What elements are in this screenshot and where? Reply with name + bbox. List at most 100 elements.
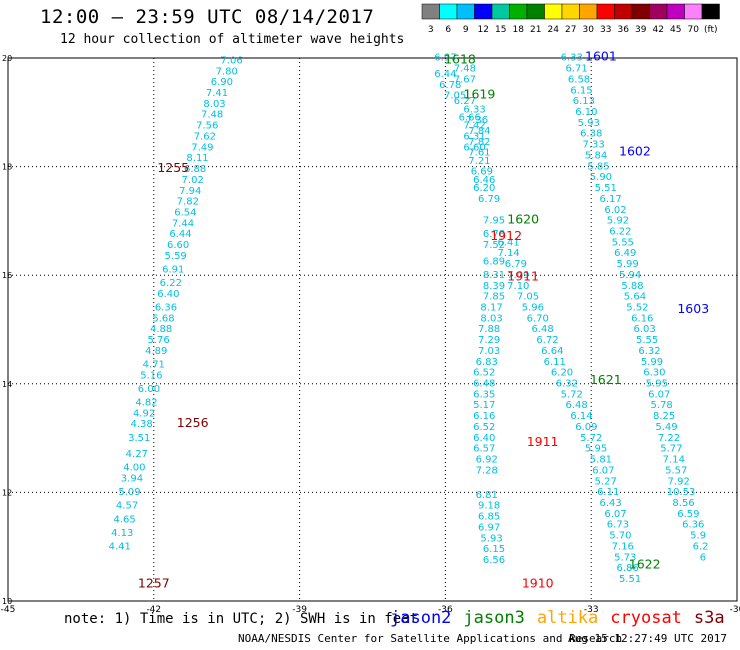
track-label: 1602: [619, 144, 651, 159]
wave-height-point: 4.89: [145, 346, 167, 357]
wave-height-point: 6.32: [556, 379, 578, 390]
wave-height-point: 6.40: [473, 433, 495, 444]
wave-height-point: 5.95: [585, 444, 607, 455]
wave-height-point: 7.10: [507, 281, 529, 292]
wave-height-point: 7.94: [179, 186, 201, 197]
y-tick-label: 12: [2, 488, 12, 497]
wave-height-point: 7.48: [454, 64, 476, 75]
wave-height-point: 4.13: [111, 528, 133, 539]
track-label: 1256: [177, 415, 209, 430]
footer-center: NOAA/NESDIS Center for Satellite Applica…: [238, 632, 623, 645]
header-subtitle: 12 hour collection of altimeter wave hei…: [60, 32, 405, 47]
wave-height-point: 7.33: [582, 140, 604, 151]
wave-height-point: 6.81: [476, 490, 498, 501]
wave-height-point: 6.78: [483, 229, 505, 240]
legend-swatch: [491, 3, 510, 20]
wave-height-point: 5.93: [578, 118, 600, 129]
wave-height-point: 6.15: [570, 85, 592, 96]
wave-height-point: 6.2: [693, 541, 709, 552]
wave-height-point: 5.55: [636, 335, 658, 346]
wave-height-point: 6.92: [476, 455, 498, 466]
wave-height-point: 5.72: [561, 389, 583, 400]
wave-height-point: 6: [700, 552, 706, 563]
wave-height-point: 4.92: [133, 408, 155, 419]
wave-height-point: 7.82: [177, 197, 199, 208]
wave-height-point: 6.20: [551, 368, 573, 379]
wave-height-point: 5.16: [140, 370, 162, 381]
legend-label: 18: [513, 25, 525, 35]
legend-swatch: [701, 3, 720, 20]
wave-height-point: 9.18: [478, 501, 500, 512]
wave-height-point: 5.68: [152, 313, 174, 324]
wave-height-point: 4.71: [143, 360, 165, 371]
wave-height-point: 7.52: [483, 240, 505, 251]
wave-height-point: 4.38: [131, 419, 153, 430]
wave-height-point: 7.95: [483, 216, 505, 227]
wave-height-point: 5.92: [607, 216, 629, 227]
legend-swatch: [596, 3, 615, 20]
wave-height-point: 5.51: [619, 574, 641, 585]
legend-label: 9: [463, 25, 469, 35]
wave-height-point: 6.16: [473, 411, 495, 422]
wave-height-point: 6.14: [570, 411, 592, 422]
legend-swatch: [561, 3, 580, 20]
wave-height-point: 6.22: [609, 226, 631, 237]
legend-swatch: [439, 3, 458, 20]
wave-height-point: 6.59: [677, 509, 699, 520]
track-label: 1621: [590, 372, 622, 387]
track-label: 1255: [157, 160, 189, 175]
footer: NOAA/NESDIS Center for Satellite Applica…: [238, 632, 727, 645]
satellite-altika: altika: [536, 608, 599, 628]
legend-label: 33: [600, 25, 611, 35]
wave-height-point: 7.02: [182, 175, 204, 186]
wave-height-point: 7.05: [517, 292, 539, 303]
x-tick-label: -45: [1, 605, 16, 615]
wave-height-point: 6.27: [454, 96, 476, 107]
wave-height-point: 6.33: [561, 53, 583, 64]
wave-height-point: 4.57: [116, 501, 138, 512]
wave-height-point: 5.17: [473, 400, 495, 411]
legend-swatch: [474, 3, 493, 20]
track-label: 1618: [444, 51, 476, 66]
wave-height-point: 8.03: [203, 99, 225, 110]
wave-height-point: 6.13: [573, 96, 595, 107]
wave-height-point: 10.53: [667, 487, 696, 498]
wave-height-point: 7.85: [483, 292, 505, 303]
x-tick-label: -36: [438, 605, 453, 615]
track-label: 1911: [507, 269, 539, 284]
x-tick-label: -33: [584, 605, 599, 615]
wave-height-point: 6.52: [473, 368, 495, 379]
legend-label: 45: [670, 25, 681, 35]
track-label: 1622: [629, 556, 661, 571]
wave-height-point: 7.29: [478, 335, 500, 346]
wave-height-point: 6.17: [600, 194, 622, 205]
wave-height-point: 5.27: [595, 476, 617, 487]
wave-height-point: 5.84: [585, 150, 607, 161]
y-tick-label: 10: [2, 597, 12, 606]
wave-height-point: 6.52: [473, 422, 495, 433]
wave-height-point: 6.35: [473, 389, 495, 400]
legend-label: 15: [495, 25, 506, 35]
wave-height-point: 6.97: [478, 522, 500, 533]
wave-height-point: 4.27: [126, 449, 148, 460]
wave-height-point: 7.16: [612, 541, 634, 552]
wave-height-point: 6.07: [604, 509, 626, 520]
legend-label: 12: [478, 25, 489, 35]
wave-height-point: 7.14: [497, 248, 519, 259]
wave-height-point: 7.92: [668, 476, 690, 487]
track-label: 1912: [490, 228, 522, 243]
wave-height-point: 6.11: [597, 487, 619, 498]
legend-label: (ft): [704, 25, 718, 35]
wave-height-point: 8.25: [653, 411, 675, 422]
wave-height-point: 6.72: [536, 335, 558, 346]
wave-height-point: 6.79: [505, 259, 527, 270]
wave-height-point: 8.11: [186, 153, 208, 164]
wave-height-point: 5.64: [624, 292, 646, 303]
wave-height-point: 4.65: [114, 514, 136, 525]
wave-height-point: 6.03: [634, 324, 656, 335]
wave-height-point: 6.90: [211, 77, 233, 88]
wave-height-point: 5.99: [617, 259, 639, 270]
wave-height-point: 8.31: [483, 270, 505, 281]
wave-height-point: 6.58: [568, 74, 590, 85]
wave-height-point: 6.22: [160, 278, 182, 289]
